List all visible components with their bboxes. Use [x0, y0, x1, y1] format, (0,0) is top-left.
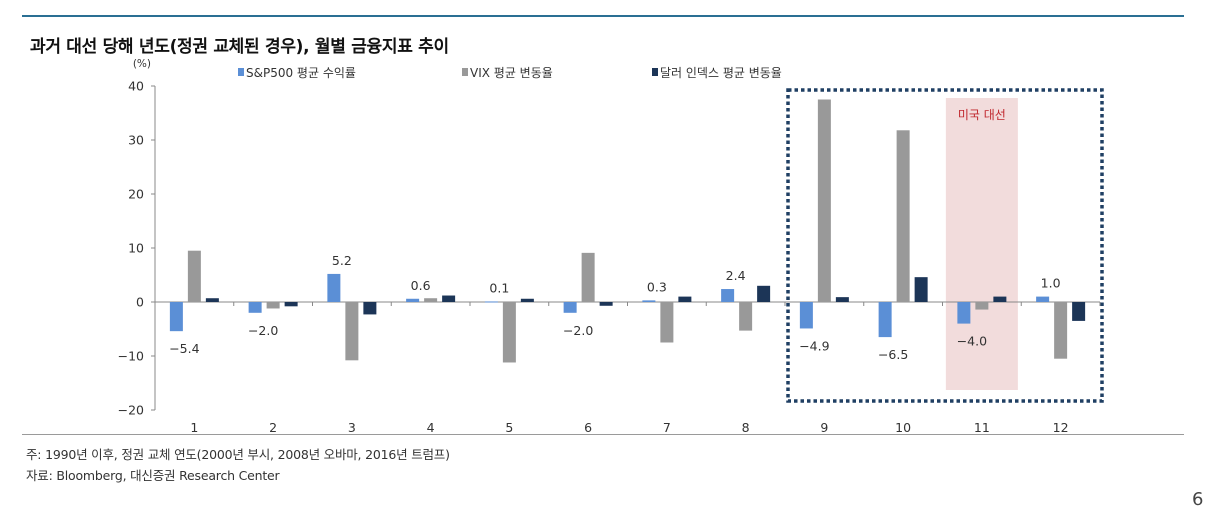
sp500-bar [169, 302, 183, 332]
legend-label: 달러 인덱스 평균 변동율 [660, 66, 782, 80]
dollar-bar [284, 302, 298, 307]
sp500-data-label: 1.0 [1041, 276, 1061, 291]
x-tick-label: 1 [190, 420, 198, 435]
sp500-bar [721, 289, 735, 302]
y-tick-label: −20 [118, 403, 144, 418]
y-tick-label: 10 [128, 241, 144, 256]
sp500-data-label: −2.0 [248, 323, 278, 338]
vix-bar [739, 302, 753, 331]
chart-title: 과거 대선 당해 년도(정권 교체된 경우), 월별 금융지표 추이 [30, 37, 449, 57]
sp500-bar [642, 300, 656, 302]
vix-bar [817, 99, 831, 302]
vix-bar [581, 252, 595, 302]
vix-bar [187, 250, 201, 302]
x-tick-label: 4 [427, 420, 435, 435]
dollar-bar [914, 277, 928, 302]
x-tick-label: 12 [1053, 420, 1069, 435]
y-tick-label: −10 [118, 349, 144, 364]
sp500-data-label: 2.4 [726, 268, 746, 283]
source-note: 자료: Bloomberg, 대신증권 Research Center [26, 468, 280, 483]
legend-swatch [462, 68, 468, 76]
x-tick-label: 6 [584, 420, 592, 435]
sp500-bar [957, 302, 971, 324]
sp500-data-label: 0.1 [489, 280, 509, 295]
x-tick-label: 11 [974, 420, 990, 435]
x-tick-label: 3 [348, 420, 356, 435]
legend-label: S&P500 평균 수익률 [246, 66, 356, 80]
vix-bar [424, 298, 438, 302]
dollar-bar [993, 296, 1007, 302]
sp500-bar [484, 301, 498, 303]
legend-swatch [652, 68, 658, 76]
x-tick-label: 5 [505, 420, 513, 435]
top-rule [22, 15, 1184, 17]
dollar-bar [757, 285, 771, 302]
bottom-rule [22, 434, 1184, 435]
y-tick-label: 0 [136, 295, 144, 310]
sp500-data-label: 0.3 [647, 279, 667, 294]
x-tick-label: 9 [820, 420, 828, 435]
x-tick-label: 8 [742, 420, 750, 435]
focus-dashed-box [786, 88, 1104, 403]
legend-label: VIX 평균 변동율 [470, 66, 553, 80]
x-tick-label: 2 [269, 420, 277, 435]
x-tick-label: 7 [663, 420, 671, 435]
y-tick-label: 20 [128, 187, 144, 202]
dollar-bar [363, 302, 377, 315]
election-annotation: 미국 대선 [958, 108, 1006, 122]
page-number: 6 [1192, 489, 1204, 510]
dollar-bar [1072, 302, 1086, 321]
vix-bar [345, 302, 359, 361]
sp500-data-label: −5.4 [169, 341, 199, 356]
sp500-data-label: 0.6 [411, 278, 431, 293]
x-tick-label: 10 [895, 420, 911, 435]
y-tick-label: 40 [128, 79, 144, 94]
dollar-bar [520, 298, 534, 302]
election-highlight-band [945, 98, 1018, 390]
sp500-data-label: −4.0 [957, 334, 987, 349]
sp500-bar [327, 273, 341, 302]
dollar-bar [205, 298, 219, 302]
y-tick-label: 30 [128, 133, 144, 148]
vix-bar [1054, 302, 1068, 359]
sp500-bar [563, 302, 577, 313]
sp500-bar [406, 298, 420, 302]
sp500-bar [878, 302, 892, 338]
sp500-data-label: −2.0 [563, 323, 593, 338]
y-unit-label: (%) [133, 58, 151, 70]
dollar-bar [678, 296, 692, 302]
legend-swatch [238, 68, 244, 76]
sp500-bar [248, 302, 262, 313]
vix-bar [975, 302, 989, 310]
vix-bar [896, 130, 910, 302]
dollar-bar [599, 302, 613, 306]
dollar-bar [442, 295, 456, 302]
sp500-data-label: −6.5 [878, 347, 908, 362]
sp500-data-label: −4.9 [799, 338, 829, 353]
sp500-bar [799, 302, 813, 329]
vix-bar [660, 302, 674, 343]
dollar-bar [835, 297, 849, 302]
sp500-bar [1036, 296, 1050, 302]
footnote: 주: 1990년 이후, 정권 교체 연도(2000년 부시, 2008년 오바… [26, 447, 450, 462]
sp500-data-label: 5.2 [332, 253, 352, 268]
vix-bar [502, 302, 516, 363]
vix-bar [266, 302, 280, 309]
